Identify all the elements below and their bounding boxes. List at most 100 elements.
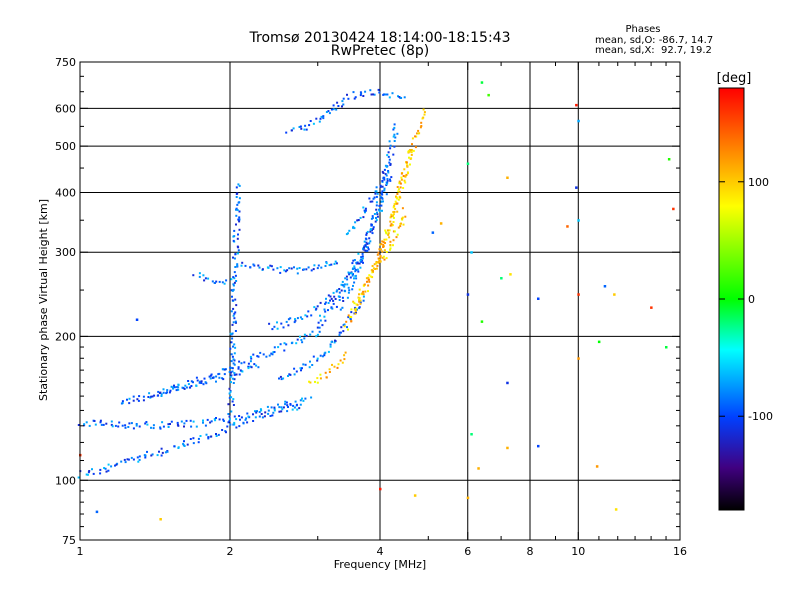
- data-point: [232, 307, 235, 310]
- data-point: [327, 302, 330, 304]
- data-point: [415, 135, 418, 138]
- data-point: [384, 229, 387, 232]
- data-point: [184, 384, 187, 387]
- data-point: [396, 210, 399, 213]
- data-point: [286, 410, 289, 413]
- data-point: [378, 204, 381, 207]
- data-point: [257, 366, 260, 369]
- data-point: [222, 418, 225, 421]
- data-point: [228, 418, 231, 421]
- data-point: [126, 398, 128, 401]
- data-point: [276, 321, 278, 324]
- data-point: [389, 179, 392, 182]
- colorbar-tick-label: 0: [748, 293, 755, 306]
- data-point: [210, 420, 213, 423]
- y-tick-label: 400: [55, 186, 76, 199]
- data-point: [234, 266, 237, 268]
- data-point: [329, 299, 331, 302]
- data-point: [376, 211, 378, 214]
- data-point: [362, 248, 365, 251]
- data-point: [228, 415, 231, 418]
- data-point: [227, 413, 230, 415]
- data-point: [393, 145, 396, 148]
- data-point: [385, 238, 388, 241]
- data-point: [341, 296, 344, 299]
- data-point: [319, 314, 321, 317]
- data-point: [292, 404, 295, 407]
- data-point: [328, 264, 331, 267]
- data-point: [388, 229, 391, 232]
- data-point: [99, 421, 102, 424]
- data-point: [439, 222, 443, 225]
- data-point: [258, 411, 261, 413]
- data-point: [264, 411, 267, 414]
- data-point: [160, 393, 163, 396]
- data-point: [305, 334, 308, 337]
- data-point: [419, 126, 422, 129]
- data-point: [346, 278, 349, 281]
- data-point: [237, 249, 240, 252]
- data-point: [343, 325, 346, 328]
- colorbar: [deg] 100 0 -100: [717, 71, 773, 511]
- data-point: [312, 355, 315, 358]
- data-point: [169, 389, 172, 392]
- data-point: [392, 206, 395, 209]
- data-point: [395, 236, 398, 239]
- data-point: [234, 330, 237, 332]
- data-point: [215, 417, 217, 419]
- data-point: [417, 129, 420, 132]
- data-point: [254, 410, 256, 413]
- data-point: [357, 252, 360, 255]
- data-point: [383, 249, 386, 252]
- data-point: [387, 151, 390, 154]
- data-point: [413, 494, 417, 497]
- data-point: [359, 94, 362, 97]
- data-point: [345, 275, 348, 278]
- data-point: [381, 240, 384, 243]
- data-point: [232, 345, 234, 348]
- data-point: [138, 425, 141, 428]
- data-point: [353, 97, 356, 100]
- data-point: [273, 351, 276, 353]
- data-point: [402, 175, 405, 177]
- data-point: [329, 345, 332, 348]
- data-point: [343, 285, 346, 288]
- data-point: [354, 306, 357, 309]
- data-point: [207, 437, 210, 440]
- data-point: [382, 176, 385, 179]
- data-point: [500, 277, 503, 280]
- data-point: [284, 400, 287, 403]
- data-point: [350, 311, 353, 314]
- data-point: [422, 108, 425, 111]
- data-point: [202, 274, 205, 277]
- data-point: [256, 410, 258, 413]
- data-point: [339, 308, 342, 311]
- data-point: [358, 306, 361, 309]
- data-point: [270, 265, 273, 268]
- data-point: [206, 418, 209, 421]
- data-point: [132, 395, 135, 398]
- data-point: [190, 380, 193, 383]
- data-point: [404, 215, 407, 218]
- data-point: [309, 120, 312, 122]
- data-point: [355, 261, 358, 264]
- data-point: [252, 413, 254, 416]
- data-point: [152, 424, 155, 427]
- data-point: [354, 96, 357, 99]
- data-point: [319, 373, 322, 376]
- data-point: [132, 399, 135, 402]
- data-point: [228, 419, 231, 422]
- data-point: [285, 343, 288, 346]
- data-point: [362, 216, 365, 219]
- data-point: [183, 445, 186, 447]
- data-point: [290, 267, 293, 270]
- data-point: [231, 355, 234, 358]
- data-point: [391, 224, 394, 227]
- data-point: [189, 438, 192, 440]
- data-point: [315, 307, 318, 310]
- data-point: [343, 358, 346, 361]
- data-point: [295, 370, 298, 373]
- data-point: [348, 229, 351, 232]
- data-point: [381, 256, 384, 259]
- data-point: [351, 268, 354, 270]
